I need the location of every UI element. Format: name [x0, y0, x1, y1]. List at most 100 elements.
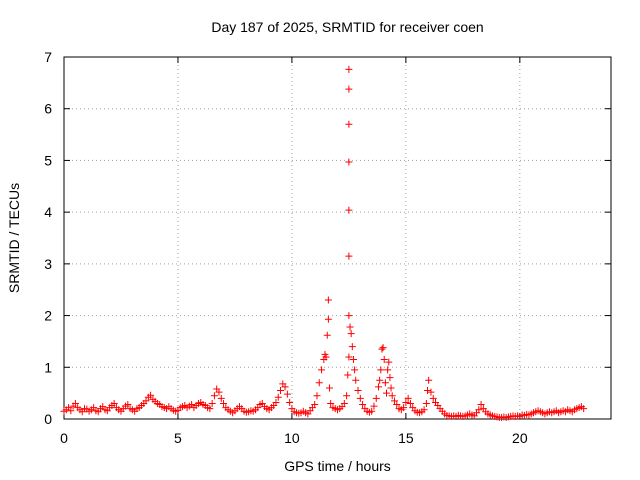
data-point [580, 405, 588, 413]
data-point [356, 394, 364, 402]
data-point [377, 366, 385, 374]
data-point [370, 402, 378, 410]
data-point [381, 379, 389, 387]
data-point [404, 394, 412, 402]
data-point [345, 252, 353, 260]
plot-frame [63, 56, 612, 420]
data-point [406, 399, 414, 407]
grid [64, 57, 611, 419]
data-point [327, 399, 335, 407]
data-point [208, 399, 216, 407]
data-point [71, 399, 79, 407]
data-point [313, 392, 321, 400]
data-point [345, 206, 353, 214]
data-point [217, 394, 225, 402]
data-point [142, 397, 150, 405]
data-point [422, 399, 430, 407]
x-tick-label: 20 [512, 430, 528, 446]
data-point [383, 389, 391, 397]
data-point [345, 158, 353, 166]
chart-title: Day 187 of 2025, SRMTID for receiver coe… [211, 19, 483, 35]
data-point [147, 391, 155, 399]
data-point [400, 404, 408, 412]
data-point [315, 379, 323, 387]
data-point [124, 401, 132, 409]
data-point [283, 390, 291, 398]
data-point [354, 387, 362, 395]
data-point [351, 366, 359, 374]
data-point [385, 358, 393, 366]
y-tick-label: 2 [44, 308, 52, 324]
axis-ticks: 0 5 10 15 20 0 1 2 3 4 5 6 7 [44, 49, 611, 446]
data-point [477, 401, 485, 409]
data-point [220, 399, 228, 407]
data-point [380, 356, 388, 364]
data-point [318, 366, 326, 374]
y-axis-label: SRMTID / TECUs [6, 183, 22, 293]
data-point [368, 407, 376, 415]
data-point [345, 65, 353, 73]
data-point [386, 374, 394, 382]
data-point [379, 344, 387, 352]
x-tick-label: 0 [60, 430, 68, 446]
x-tick-label: 15 [398, 430, 414, 446]
data-point [274, 393, 282, 401]
data-point [281, 383, 289, 391]
data-point [388, 392, 396, 400]
data-point [372, 394, 380, 402]
data-point [359, 401, 367, 409]
x-tick-label: 10 [284, 430, 300, 446]
data-point [277, 387, 285, 395]
data-point [324, 315, 332, 323]
data-point [322, 353, 330, 361]
y-tick-label: 0 [44, 411, 52, 427]
data-point [215, 388, 223, 396]
data-point [210, 392, 218, 400]
data-point [390, 397, 398, 405]
data-point [429, 394, 437, 402]
data-point [475, 406, 483, 414]
data-point [347, 330, 355, 338]
data-point [323, 331, 331, 339]
data-point [384, 366, 392, 374]
data-point [420, 406, 428, 414]
data-point [340, 399, 348, 407]
data-point [427, 388, 435, 396]
data-point [375, 383, 383, 391]
data-point [345, 312, 353, 320]
data-point [343, 392, 351, 400]
data-point [206, 405, 214, 413]
data-point [402, 398, 410, 406]
data-point [393, 401, 401, 409]
data-point [286, 398, 294, 406]
data-point [345, 85, 353, 93]
y-tick-label: 3 [44, 256, 52, 272]
data-point [378, 345, 386, 353]
data-point [348, 343, 356, 351]
data-point [352, 376, 360, 384]
data-point [349, 356, 357, 364]
data-point [345, 353, 353, 361]
y-tick-label: 6 [44, 101, 52, 117]
data-point [272, 398, 280, 406]
data-point [376, 376, 384, 384]
data-point [324, 296, 332, 304]
data-point [110, 399, 118, 407]
data-point [326, 384, 334, 392]
x-axis-label: GPS time / hours [284, 458, 391, 474]
data-point [67, 407, 75, 415]
y-tick-label: 1 [44, 359, 52, 375]
data-point [425, 376, 433, 384]
y-tick-label: 5 [44, 152, 52, 168]
data-points [60, 65, 588, 421]
data-point [346, 323, 354, 331]
data-point [311, 401, 319, 409]
y-tick-label: 4 [44, 204, 52, 220]
data-point [424, 387, 432, 395]
data-point [344, 371, 352, 379]
y-tick-label: 7 [44, 49, 52, 65]
x-tick-label: 5 [174, 430, 182, 446]
data-point [387, 384, 395, 392]
data-point [345, 120, 353, 128]
